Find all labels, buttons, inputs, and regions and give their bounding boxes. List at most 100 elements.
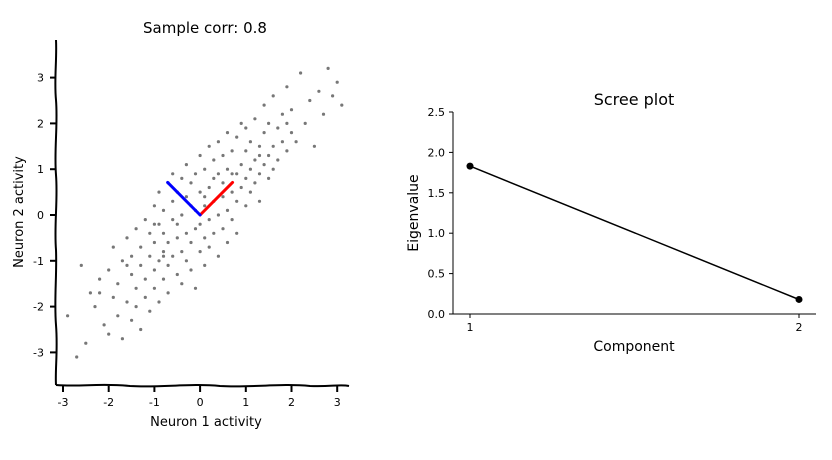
scree-y-tick-label: 2.0	[428, 146, 446, 159]
scatter-point	[166, 291, 170, 295]
scatter-point	[130, 272, 134, 277]
principal-component-2-vector	[166, 180, 202, 217]
scatter-point	[253, 181, 257, 185]
scatter-point	[239, 163, 243, 167]
scree-line	[469, 165, 800, 301]
scatter-x-tick-label: 2	[288, 396, 295, 409]
scatter-point	[203, 167, 207, 171]
scatter-point	[289, 108, 294, 112]
scatter-point	[262, 163, 266, 167]
scatter-point	[267, 176, 271, 180]
scatter-point	[171, 218, 175, 222]
scatter-point	[244, 149, 248, 153]
scree-y-tick-label: 2.5	[428, 106, 446, 119]
scatter-point	[271, 94, 275, 98]
scatter-point	[184, 163, 188, 167]
scatter-point	[326, 66, 330, 70]
scree-y-label: Eigenvalue	[406, 174, 422, 251]
scatter-point	[257, 144, 262, 148]
scree-x-tick-label: 1	[467, 321, 474, 334]
scatter-y-tick-label: 1	[37, 163, 44, 176]
scatter-point	[184, 231, 188, 235]
scree-y-tick-label: 0.0	[428, 308, 446, 321]
scatter-point	[148, 309, 152, 313]
scatter-point	[180, 282, 184, 286]
scatter-point	[276, 126, 280, 130]
scatter-point	[216, 213, 220, 217]
scatter-point	[125, 263, 129, 267]
scatter-point	[102, 323, 106, 327]
scatter-point	[262, 131, 266, 135]
scatter-x-tick-label: -3	[58, 396, 69, 409]
scatter-point	[299, 71, 303, 75]
scatter-point	[221, 227, 225, 231]
scatter-point	[198, 222, 202, 226]
scatter-point	[189, 268, 193, 272]
scatter-y-tick-label: 3	[37, 72, 44, 85]
scatter-point	[193, 172, 198, 176]
scatter-point	[207, 144, 211, 148]
scatter-point	[180, 213, 184, 217]
scatter-point	[184, 195, 188, 199]
scatter-point	[130, 254, 134, 258]
scatter-point	[317, 89, 321, 93]
scatter-point	[253, 158, 257, 162]
scatter-point	[161, 254, 166, 258]
scatter-point	[125, 300, 129, 304]
scatter-point	[203, 195, 207, 199]
scatter-point	[289, 131, 294, 135]
scatter-point	[180, 176, 184, 180]
scatter-point	[212, 158, 216, 162]
scatter-point	[134, 227, 138, 231]
scatter-point	[235, 231, 239, 235]
scatter-point	[331, 94, 335, 98]
scatter-point	[244, 126, 248, 130]
scatter-point	[107, 268, 111, 272]
scatter-x-tick-label: 3	[334, 396, 341, 409]
scatter-x-tick-label: 0	[197, 396, 204, 409]
scatter-point	[139, 245, 143, 249]
scatter-point	[230, 190, 234, 194]
scatter-y-label: Neuron 2 activity	[12, 156, 27, 268]
scatter-point	[152, 222, 156, 226]
scree-point	[466, 162, 474, 170]
scatter-point	[143, 218, 147, 222]
scatter-point	[184, 259, 188, 263]
scatter-point	[111, 295, 115, 299]
scatter-point	[134, 305, 138, 309]
scatter-point	[221, 153, 225, 158]
scatter-point	[157, 300, 161, 304]
scatter-point	[303, 121, 307, 125]
scatter-point	[152, 286, 156, 290]
scatter-x-label: Neuron 1 activity	[150, 415, 262, 430]
scree-point	[795, 295, 803, 303]
scatter-point	[84, 341, 88, 345]
scatter-point	[75, 355, 79, 359]
scatter-point	[216, 140, 220, 144]
scatter-point	[189, 181, 193, 185]
scatter-point	[203, 236, 207, 240]
scatter-point	[198, 250, 202, 254]
scatter-point	[308, 98, 312, 103]
scatter-point	[198, 190, 202, 194]
scatter-point	[98, 277, 102, 281]
scatter-point	[340, 103, 344, 107]
scatter-point	[180, 250, 184, 254]
scatter-point	[225, 167, 230, 171]
scatter-point	[235, 199, 239, 203]
scatter-point	[280, 112, 284, 116]
scatter-y-tick-label: 0	[37, 209, 44, 222]
scatter-y-axis	[54, 39, 58, 386]
scatter-point	[276, 158, 280, 162]
scatter-point	[230, 172, 234, 176]
scatter-point	[207, 185, 211, 190]
scatter-y-tick-label: -2	[33, 301, 44, 314]
scatter-point	[235, 172, 239, 176]
scatter-point	[193, 286, 198, 290]
scatter-point	[253, 117, 257, 121]
scree-y-tick-label: 0.5	[428, 268, 446, 281]
principal-component-1-vector	[198, 180, 235, 217]
scatter-point	[79, 263, 83, 267]
scatter-point	[161, 277, 166, 281]
